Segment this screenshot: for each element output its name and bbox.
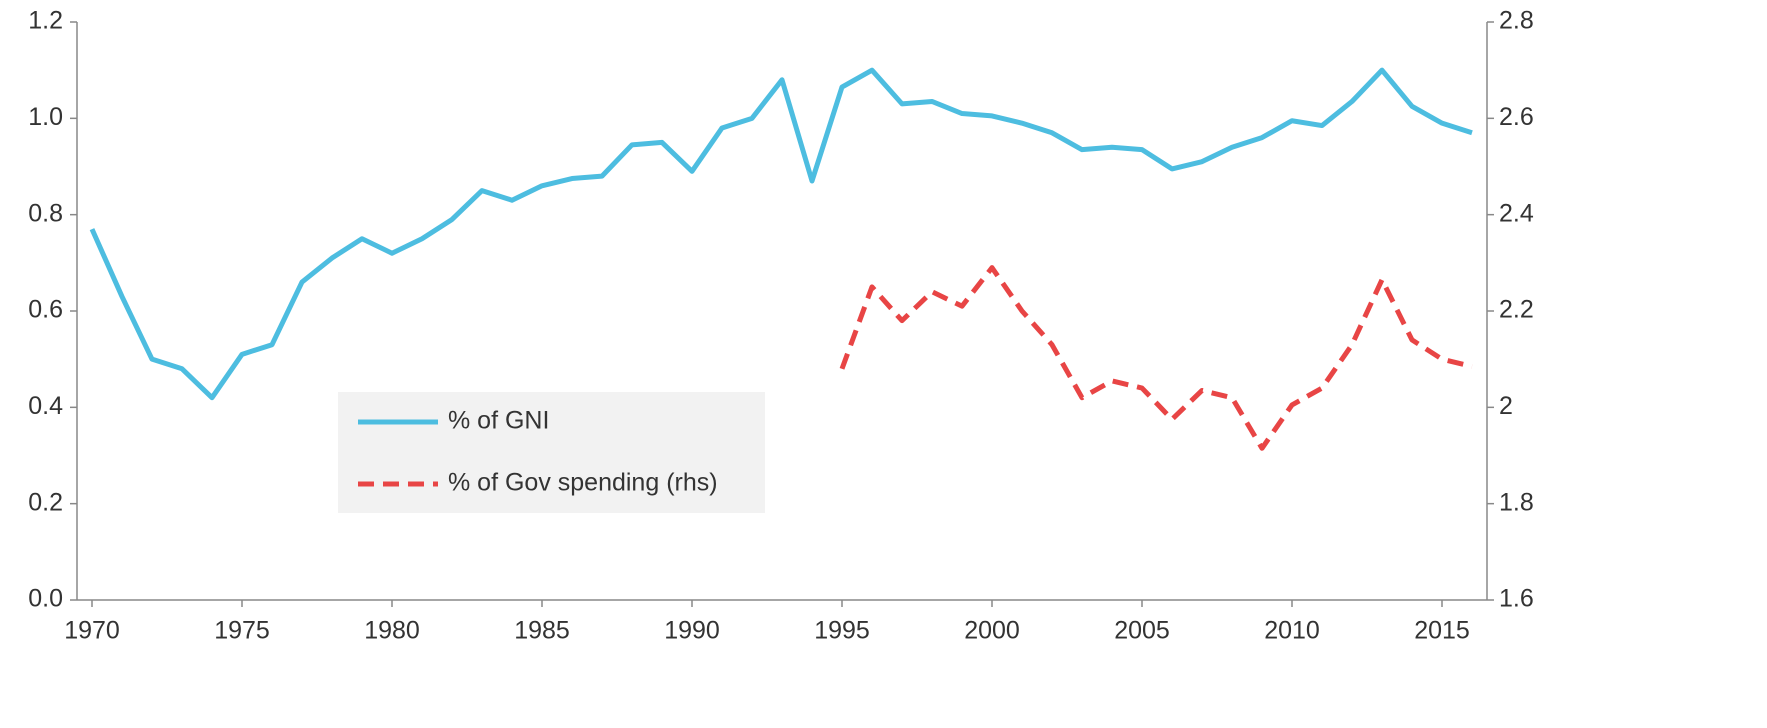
y2-tick-label: 2.2	[1499, 296, 1534, 324]
x-tick-label: 1980	[364, 617, 420, 645]
y2-tick-label: 2.8	[1499, 7, 1534, 35]
y-tick-label: 1.0	[28, 103, 63, 131]
y2-tick-label: 2	[1499, 392, 1513, 420]
y-tick-label: 0.4	[28, 392, 63, 420]
y-tick-label: 0.6	[28, 296, 63, 324]
x-tick-label: 1985	[514, 617, 570, 645]
legend-label: % of GNI	[448, 407, 549, 435]
x-tick-label: 2015	[1414, 617, 1470, 645]
x-tick-label: 1975	[214, 617, 270, 645]
x-tick-label: 2000	[964, 617, 1020, 645]
legend-box	[338, 392, 765, 513]
y-tick-label: 0.2	[28, 488, 63, 516]
y-tick-label: 1.2	[28, 7, 63, 35]
y2-tick-label: 2.6	[1499, 103, 1534, 131]
x-tick-label: 1990	[664, 617, 720, 645]
series-line	[89, 67, 1473, 401]
y-tick-label: 0.0	[28, 585, 63, 613]
y2-tick-label: 2.4	[1499, 199, 1534, 227]
x-tick-label: 2005	[1114, 617, 1170, 645]
legend-label: % of Gov spending (rhs)	[448, 469, 718, 497]
x-tick-label: 1995	[814, 617, 870, 645]
series-line	[839, 265, 1473, 451]
y2-tick-label: 1.8	[1499, 488, 1534, 516]
y2-tick-label: 1.6	[1499, 585, 1534, 613]
y-tick-label: 0.8	[28, 199, 63, 227]
x-tick-label: 1970	[64, 617, 120, 645]
x-tick-label: 2010	[1264, 617, 1320, 645]
